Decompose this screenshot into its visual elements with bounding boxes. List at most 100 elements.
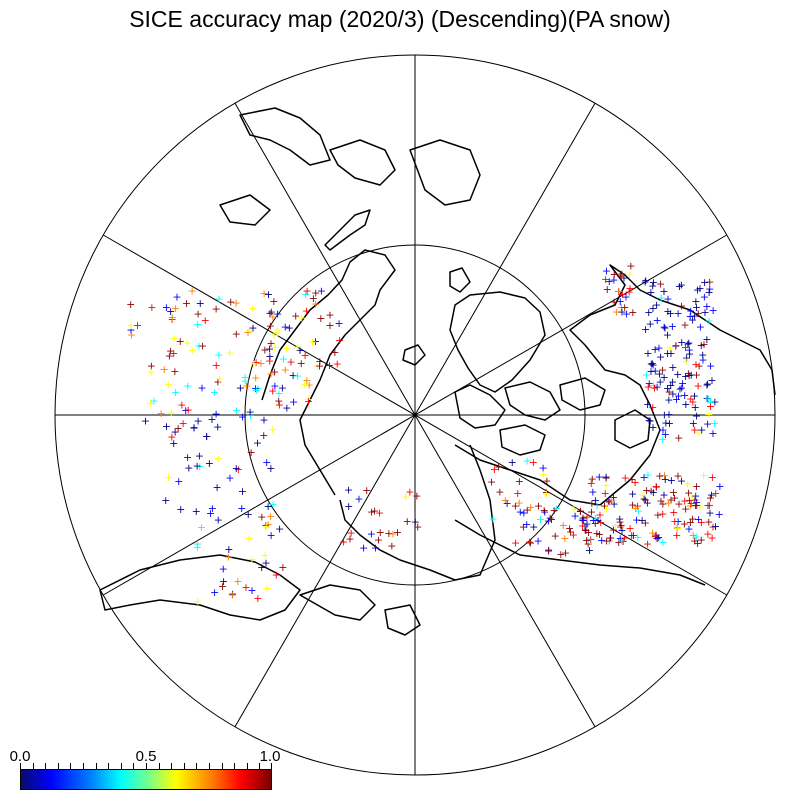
accuracy-marker: + [248, 302, 257, 315]
accuracy-marker: + [304, 393, 313, 406]
accuracy-marker: + [263, 518, 272, 531]
colorbar-tick [57, 763, 59, 769]
accuracy-marker: + [660, 469, 669, 482]
accuracy-marker: + [170, 365, 179, 378]
accuracy-marker: + [688, 395, 697, 408]
accuracy-marker: + [376, 526, 385, 539]
accuracy-marker: + [643, 538, 652, 551]
accuracy-marker: + [295, 344, 304, 357]
accuracy-marker: + [335, 317, 344, 330]
accuracy-marker: + [226, 295, 235, 308]
accuracy-marker: + [684, 522, 693, 535]
accuracy-marker: + [232, 462, 241, 475]
accuracy-marker: + [691, 295, 700, 308]
accuracy-marker: + [666, 379, 675, 392]
accuracy-marker: + [700, 276, 709, 289]
accuracy-marker: + [684, 367, 693, 380]
accuracy-marker: + [665, 386, 674, 399]
accuracy-marker: + [293, 340, 302, 353]
accuracy-marker: + [648, 401, 657, 414]
accuracy-marker: + [602, 502, 611, 515]
accuracy-marker: + [617, 535, 626, 548]
accuracy-marker: + [215, 373, 224, 386]
accuracy-marker: + [687, 368, 696, 381]
accuracy-marker: + [345, 533, 354, 546]
accuracy-marker: + [660, 322, 669, 335]
accuracy-marker: + [339, 535, 348, 548]
accuracy-marker: + [367, 505, 376, 518]
accuracy-marker: + [708, 521, 717, 534]
accuracy-marker: + [411, 515, 420, 528]
accuracy-marker: + [659, 321, 668, 334]
accuracy-marker: + [261, 519, 270, 532]
accuracy-marker: + [166, 345, 175, 358]
accuracy-marker: + [653, 508, 662, 521]
accuracy-marker: + [195, 449, 204, 462]
accuracy-marker: + [617, 267, 626, 280]
accuracy-marker: + [690, 424, 699, 437]
accuracy-marker: + [667, 474, 676, 487]
accuracy-marker: + [629, 529, 638, 542]
accuracy-marker: + [648, 421, 657, 434]
accuracy-marker: + [664, 408, 673, 421]
accuracy-marker: + [171, 302, 180, 315]
accuracy-marker: + [282, 342, 291, 355]
accuracy-marker: + [638, 514, 647, 527]
accuracy-marker: + [161, 494, 170, 507]
accuracy-marker: + [501, 494, 510, 507]
accuracy-marker: + [592, 527, 601, 540]
accuracy-marker: + [605, 535, 614, 548]
accuracy-marker: + [252, 384, 261, 397]
accuracy-marker: + [164, 471, 173, 484]
accuracy-marker: + [243, 326, 252, 339]
accuracy-marker: + [602, 472, 611, 485]
accuracy-marker: + [167, 407, 176, 420]
accuracy-marker: + [588, 472, 597, 485]
accuracy-marker: + [362, 484, 371, 497]
accuracy-marker: + [648, 526, 657, 539]
accuracy-marker: + [193, 460, 202, 473]
accuracy-marker: + [268, 384, 277, 397]
accuracy-marker: + [693, 379, 702, 392]
accuracy-marker: + [587, 505, 596, 518]
accuracy-marker: + [654, 341, 663, 354]
accuracy-marker: + [656, 278, 665, 291]
accuracy-marker: + [591, 517, 600, 530]
accuracy-marker: + [225, 346, 234, 359]
accuracy-marker: + [488, 513, 497, 526]
accuracy-marker: + [584, 526, 593, 539]
accuracy-marker: + [648, 357, 657, 370]
accuracy-marker: + [691, 499, 700, 512]
accuracy-marker: + [680, 518, 689, 531]
accuracy-marker: + [658, 507, 667, 520]
accuracy-marker: + [619, 272, 628, 285]
accuracy-marker: + [301, 349, 310, 362]
accuracy-marker: + [705, 275, 714, 288]
colorbar-tick [158, 763, 160, 769]
accuracy-marker: + [628, 499, 637, 512]
accuracy-marker: + [658, 433, 667, 446]
accuracy-marker: + [218, 580, 227, 593]
accuracy-marker: + [644, 414, 653, 427]
accuracy-marker: + [127, 329, 136, 342]
accuracy-marker: + [231, 296, 240, 309]
accuracy-marker: + [621, 290, 630, 303]
accuracy-marker: + [609, 274, 618, 287]
accuracy-marker: + [275, 523, 284, 536]
accuracy-marker: + [193, 541, 202, 554]
accuracy-marker: + [169, 332, 178, 345]
accuracy-markers: +++++++++++++++++++ +++++++++++ +++ +++++++… [126, 259, 724, 607]
accuracy-marker: + [214, 513, 223, 526]
accuracy-marker: + [655, 470, 664, 483]
accuracy-marker: + [210, 586, 219, 599]
coastline-segment [449, 291, 546, 393]
accuracy-marker: + [335, 334, 344, 347]
accuracy-marker: + [260, 287, 269, 300]
accuracy-marker: + [251, 382, 260, 395]
accuracy-marker: + [588, 485, 597, 498]
accuracy-marker: + [281, 321, 290, 334]
colorbar-tick [259, 763, 261, 769]
accuracy-marker: + [620, 301, 629, 314]
accuracy-marker: + [591, 511, 600, 524]
